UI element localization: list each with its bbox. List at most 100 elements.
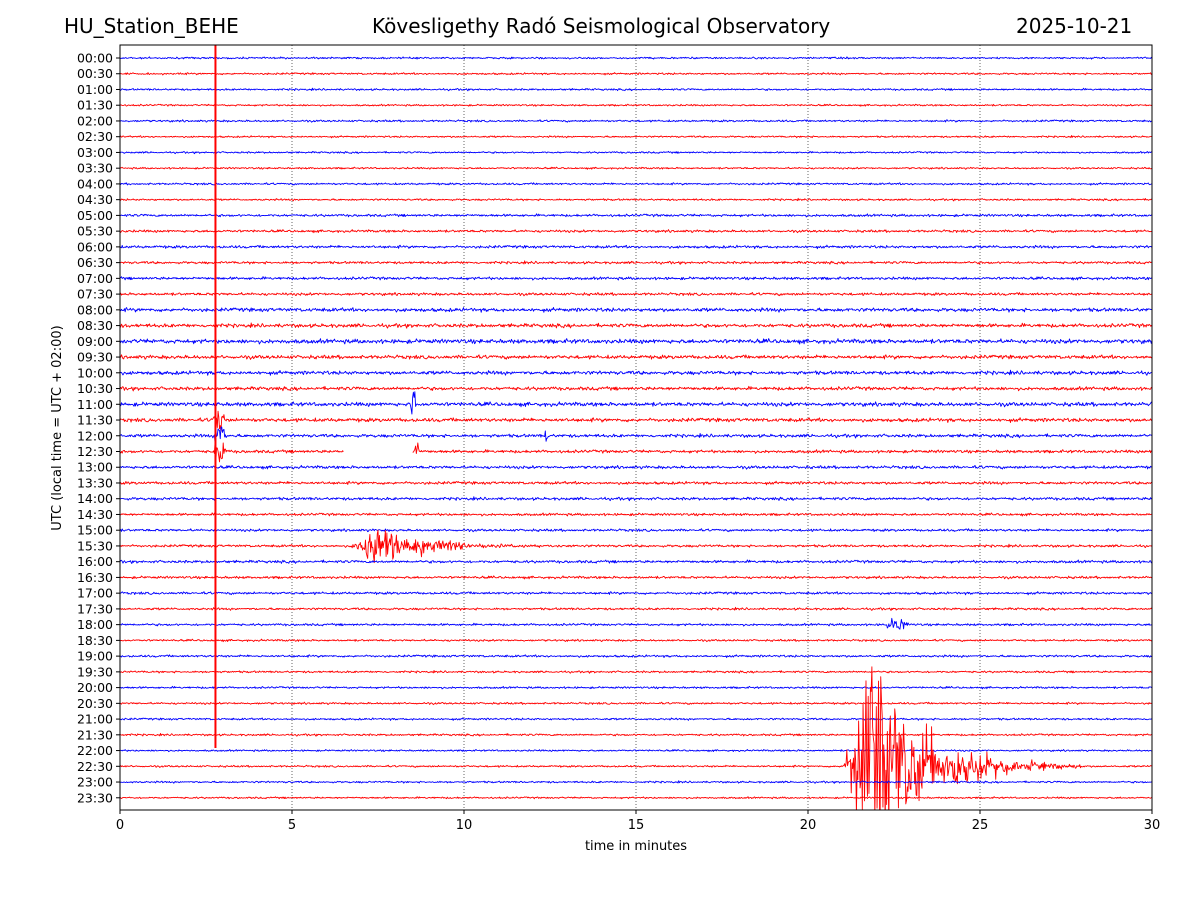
y-tick-label: 23:30 [77,790,113,805]
y-tick-label: 03:30 [77,161,113,176]
seismic-trace [120,732,1152,737]
seismic-trace [120,182,1152,186]
y-tick-label: 17:00 [77,586,113,601]
y-tick-label: 05:30 [77,224,113,239]
y-tick-label: 08:00 [77,302,113,317]
y-tick-label: 22:30 [77,759,113,774]
y-tick-label: 15:00 [77,523,113,538]
seismic-trace [120,213,1152,218]
y-tick-label: 20:00 [77,680,113,695]
seismic-trace [120,780,1152,784]
seismic-trace [120,512,1152,517]
seismic-trace [120,87,1152,92]
y-tick-label: 20:30 [77,696,113,711]
x-tick-label: 20 [800,818,817,833]
seismic-trace [120,796,1152,800]
seismic-trace [120,150,1152,155]
x-tick-label: 25 [972,818,989,833]
seismic-trace [120,369,1152,376]
seismic-trace [120,426,1152,444]
x-tick-label: 5 [288,818,296,833]
y-tick-label: 00:00 [77,51,113,66]
y-tick-label: 17:30 [77,601,113,616]
y-tick-label: 09:30 [77,350,113,365]
y-axis: 00:0000:3001:0001:3002:0002:3003:0003:30… [77,51,120,805]
traces [120,45,1152,810]
y-tick-label: 06:00 [77,239,113,254]
seismic-trace [120,276,1152,281]
y-tick-label: 16:00 [77,554,113,569]
seismic-trace [120,260,1152,265]
seismic-trace [120,119,1152,123]
seismic-trace [120,197,1152,202]
seismic-trace [120,103,1152,107]
seismic-trace [120,322,1152,329]
y-tick-label: 02:30 [77,129,113,144]
observatory-title: Kövesligethy Radó Seismological Observat… [372,14,831,38]
seismic-trace [120,591,1152,596]
seismic-trace [120,654,1152,659]
x-axis: 0 5 10 15 20 25 30 [116,810,1160,833]
y-tick-label: 11:30 [77,413,113,428]
seismic-trace [120,685,1152,690]
y-tick-label: 11:00 [77,397,113,412]
seismic-trace [120,480,1152,486]
y-tick-label: 08:30 [77,318,113,333]
seismic-trace [120,354,1152,360]
seismic-trace [120,291,1152,297]
x-tick-label: 30 [1144,818,1161,833]
seismic-trace [120,606,1152,611]
y-tick-label: 23:00 [77,775,113,790]
seismic-trace [120,410,1152,432]
y-tick-label: 06:30 [77,255,113,270]
seismic-trace [120,56,1152,60]
y-tick-label: 12:00 [77,428,113,443]
seismic-trace [120,338,1152,345]
y-tick-label: 01:00 [77,82,113,97]
seismic-trace [120,670,1152,674]
y-tick-label: 18:30 [77,633,113,648]
y-tick-label: 07:00 [77,271,113,286]
y-tick-label: 18:00 [77,617,113,632]
y-tick-label: 12:30 [77,444,113,459]
seismic-trace [120,666,1152,810]
x-tick-label: 10 [456,818,473,833]
y-tick-label: 15:30 [77,538,113,553]
seismic-trace [120,528,1152,533]
y-tick-label: 21:30 [77,727,113,742]
y-axis-label: UTC (local time = UTC + 02:00) [50,325,65,530]
y-tick-label: 00:30 [77,66,113,81]
y-tick-label: 04:00 [77,176,113,191]
x-tick-label: 15 [628,818,645,833]
seismic-trace [120,441,1152,463]
seismic-trace [120,749,1152,753]
y-tick-label: 09:00 [77,334,113,349]
y-tick-label: 13:00 [77,460,113,475]
x-axis-label: time in minutes [585,839,687,854]
y-tick-label: 19:00 [77,649,113,664]
y-tick-label: 19:30 [77,664,113,679]
seismic-trace [120,244,1152,250]
seismic-trace [120,72,1152,76]
seismic-trace [120,529,1152,564]
seismic-trace [120,496,1152,502]
seismic-trace [120,575,1152,580]
seismic-trace [120,307,1152,313]
y-tick-label: 04:30 [77,192,113,207]
y-tick-label: 14:00 [77,491,113,506]
seismic-trace [120,464,1152,470]
station-name: HU_Station_BEHE [64,14,239,38]
date-label: 2025-10-21 [1016,14,1133,38]
seismic-trace [120,166,1152,170]
y-tick-label: 10:00 [77,365,113,380]
grid-lines [291,45,981,810]
seismic-trace [120,391,1152,415]
seismic-trace [120,385,1152,392]
y-tick-label: 03:00 [77,145,113,160]
y-tick-label: 05:00 [77,208,113,223]
seismic-trace [120,717,1152,721]
y-tick-label: 14:30 [77,507,113,522]
seismic-trace [120,229,1152,234]
seismic-trace [120,135,1152,139]
